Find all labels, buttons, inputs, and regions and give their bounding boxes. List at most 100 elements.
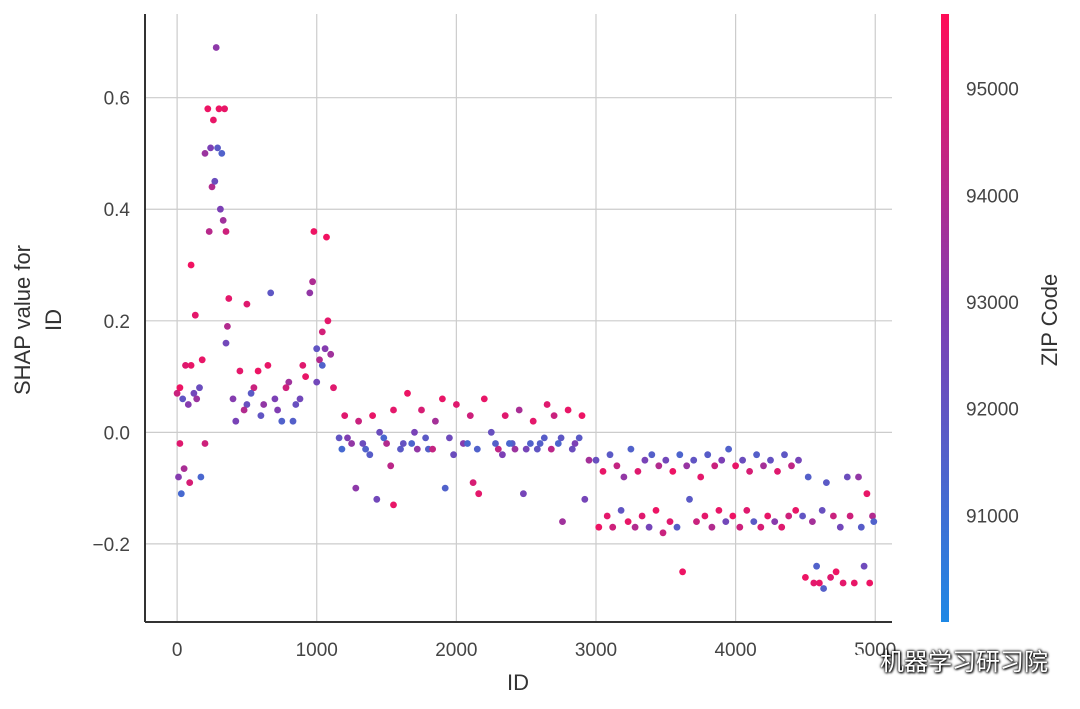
- scatter-point: [177, 490, 185, 498]
- scatter-point: [341, 412, 349, 419]
- scatter-point: [182, 362, 189, 369]
- y-axis-label-line2: ID: [41, 309, 66, 331]
- y-axis-label-line1: SHAP value for: [10, 245, 35, 395]
- colorbar-ticks: 95000 94000 93000 92000 91000: [966, 80, 1019, 528]
- scatter-point: [855, 473, 862, 481]
- scatter-point: [439, 395, 446, 403]
- scatter-point: [795, 456, 802, 464]
- scatter-point: [718, 456, 726, 464]
- scatter-point: [205, 228, 213, 235]
- scatter-point: [679, 568, 686, 576]
- y-tick-label: 0.6: [104, 89, 130, 110]
- scatter-point: [390, 501, 397, 509]
- scatter-point: [418, 406, 425, 414]
- scatter-point: [236, 367, 244, 375]
- scatter-point: [316, 356, 323, 364]
- x-tick-label: 1000: [296, 640, 338, 661]
- scatter-point: [292, 401, 300, 408]
- scatter-point: [327, 350, 335, 358]
- scatter-point: [792, 507, 800, 514]
- scatter-point: [863, 490, 871, 498]
- scatter-point: [225, 295, 233, 302]
- scatter-point: [475, 490, 483, 498]
- scatter-point: [222, 228, 230, 235]
- scatter-point: [176, 384, 184, 392]
- scatter-point: [229, 395, 237, 403]
- scatter-point: [196, 384, 203, 392]
- scatter-point: [638, 512, 646, 520]
- scatter-point: [520, 490, 527, 498]
- scatter-point: [613, 462, 621, 470]
- scatter-point: [211, 177, 219, 185]
- scatter-point: [487, 428, 495, 436]
- scatter-point: [725, 445, 732, 453]
- scatter-point: [693, 518, 700, 525]
- scatter-point: [655, 462, 663, 470]
- x-tick-label: 2000: [435, 640, 477, 661]
- scatter-point: [708, 523, 716, 531]
- scatter-point: [296, 395, 304, 403]
- scatter-point: [732, 462, 739, 470]
- scatter-point: [870, 518, 878, 525]
- scatter-point: [243, 401, 251, 408]
- scatter-point: [267, 289, 275, 297]
- scatter-point: [641, 456, 649, 464]
- scatter-point: [306, 289, 314, 297]
- scatter-point: [746, 468, 753, 475]
- scatter-point: [554, 440, 562, 447]
- scatter-point: [257, 412, 265, 419]
- scatter-point: [690, 456, 698, 464]
- scatter-point: [823, 479, 830, 486]
- scatter-point: [568, 445, 576, 453]
- scatter-point: [715, 507, 723, 514]
- scatter-point: [186, 479, 194, 486]
- scatter-point: [527, 440, 534, 447]
- scatter-point: [778, 523, 786, 531]
- scatter-point: [846, 512, 854, 520]
- colorbar-tick-label: 92000: [966, 400, 1019, 421]
- scatter-point: [809, 518, 816, 525]
- colorbar-tick-label: 91000: [966, 506, 1019, 527]
- scatter-point: [697, 473, 705, 481]
- scatter-point: [850, 579, 858, 587]
- scatter-point: [652, 507, 660, 514]
- scatter-point: [533, 445, 541, 453]
- scatter-point: [232, 417, 240, 425]
- scatter-point: [631, 523, 639, 531]
- scatter-point: [522, 445, 530, 453]
- scatter-point: [254, 367, 262, 375]
- scatter-point: [282, 384, 290, 392]
- scatter-point: [247, 389, 255, 397]
- scatter-point: [408, 440, 416, 447]
- y-tick-label: 0.0: [104, 423, 130, 444]
- scatter-point: [313, 345, 321, 353]
- scatter-point: [711, 462, 719, 470]
- scatter-point: [219, 217, 227, 224]
- scatter-point: [224, 323, 231, 330]
- axes: [144, 14, 892, 623]
- scatter-point: [666, 518, 674, 525]
- scatter-point: [836, 523, 844, 531]
- scatter-point: [827, 574, 834, 581]
- scatter-point: [299, 362, 307, 369]
- scatter-point: [575, 434, 583, 442]
- scatter-point: [673, 523, 681, 531]
- scatter-point: [592, 456, 600, 464]
- scatter-point: [804, 473, 812, 481]
- scatter-point: [376, 428, 383, 436]
- scatter-point: [617, 507, 625, 514]
- scatter-point: [222, 339, 230, 347]
- scatter-point: [624, 518, 632, 525]
- scatter-point: [175, 473, 182, 481]
- scatter-point: [318, 362, 326, 369]
- scatter-point: [466, 412, 474, 419]
- scatter-point: [547, 445, 555, 453]
- scatter-point: [176, 440, 184, 447]
- scatter-point: [492, 440, 499, 447]
- scatter-point: [318, 328, 326, 336]
- scatter-point: [557, 434, 565, 442]
- scatter-point: [857, 523, 865, 531]
- scatter-point: [387, 462, 395, 470]
